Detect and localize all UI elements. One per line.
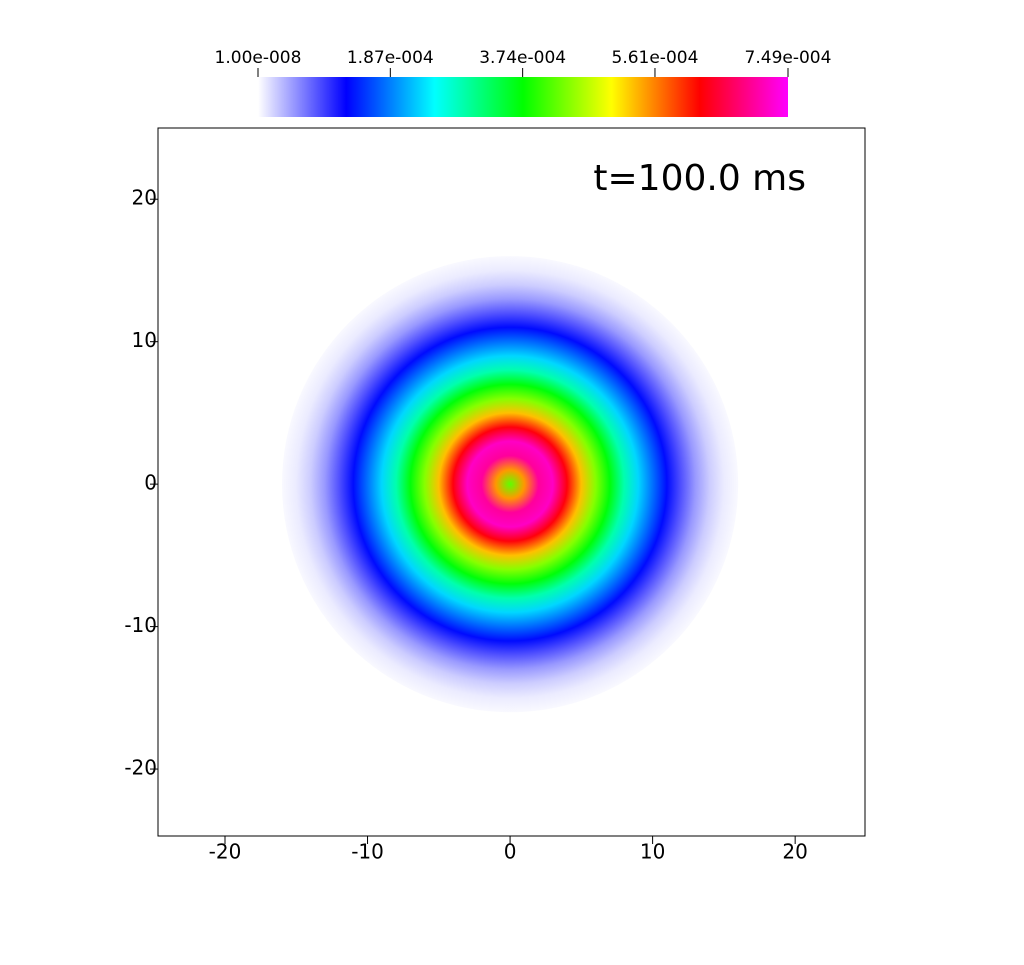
colorbar-tick-label: 3.74e-004	[479, 48, 566, 68]
colorbar-tick-label: 1.00e-008	[215, 48, 302, 68]
colorbar	[258, 77, 788, 117]
y-tick-label: 0	[144, 471, 157, 495]
x-tick-label: 20	[782, 840, 807, 864]
y-tick-label: -20	[124, 756, 157, 780]
y-tick-label: 10	[132, 328, 157, 352]
y-tick-label: 20	[132, 186, 157, 210]
y-tick-label: -10	[124, 613, 157, 637]
x-tick-label: -10	[351, 840, 384, 864]
x-tick-label: 0	[504, 840, 517, 864]
colorbar-tick-label: 5.61e-004	[612, 48, 699, 68]
colorbar-tick-label: 7.49e-004	[745, 48, 832, 68]
field-disk	[282, 256, 739, 713]
time-annotation: t=100.0 ms	[593, 158, 806, 199]
x-tick-label: -20	[209, 840, 242, 864]
x-tick-label: 10	[640, 840, 665, 864]
colorbar-tick-label: 1.87e-004	[347, 48, 434, 68]
